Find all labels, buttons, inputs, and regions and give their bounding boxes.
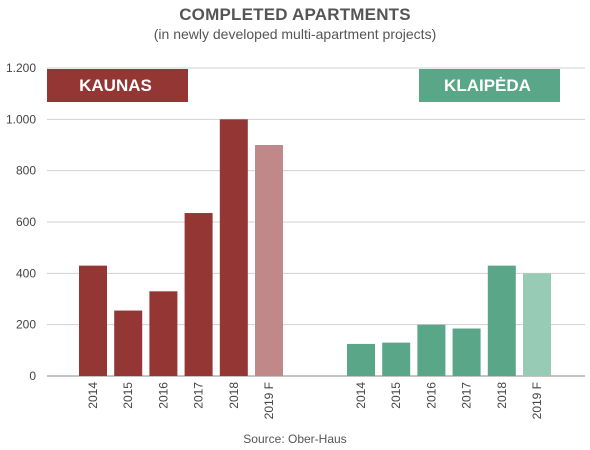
x-tick-label: 2015 [121,382,135,409]
x-tick-label: 2014 [354,382,368,409]
bar-klaipeda-2019-f [523,273,551,376]
x-tick-label: 2014 [86,382,100,409]
x-tick-label: 2015 [389,382,403,409]
bar-kaunas-2015 [114,310,143,376]
y-tick-label: 800 [16,164,36,178]
bar-klaipeda-2017 [452,328,481,376]
panel-label-box-kaunas [47,69,188,102]
chart-subtitle: (in newly developed multi-apartment proj… [153,26,437,42]
y-tick-label: 1.200 [6,61,36,75]
panel-label-klaipeda: KLAIPĖDA [444,76,531,95]
bar-kaunas-2014 [79,265,107,376]
y-tick-label: 400 [16,266,36,280]
y-tick-label: 0 [29,369,36,383]
panel-label-box-klaipeda [419,69,560,102]
x-tick-label: 2019 F [262,382,276,419]
bar-klaipeda-2016 [417,324,446,376]
bar-klaipeda-2018 [487,265,516,376]
y-tick-label: 600 [16,215,36,229]
y-tick-label: 200 [16,318,36,332]
chart-title: COMPLETED APARTMENTS [179,5,411,24]
bar-kaunas-2018 [219,119,248,376]
x-tick-label: 2017 [192,382,206,409]
y-tick-label: 1.000 [6,112,36,126]
x-tick-label: 2018 [495,382,509,409]
x-tick-label: 2016 [156,382,170,409]
chart-source: Source: Ober-Haus [243,432,347,446]
x-tick-label: 2017 [460,382,474,409]
bar-klaipeda-2015 [382,342,411,376]
bar-klaipeda-2014 [347,343,375,376]
bar-kaunas-2017 [184,213,213,376]
x-tick-label: 2016 [424,382,438,409]
bar-kaunas-2019-f [255,145,283,376]
bar-kaunas-2016 [149,291,178,376]
panel-label-kaunas: KAUNAS [79,76,152,95]
x-tick-label: 2019 F [530,382,544,419]
x-tick-label: 2018 [227,382,241,409]
